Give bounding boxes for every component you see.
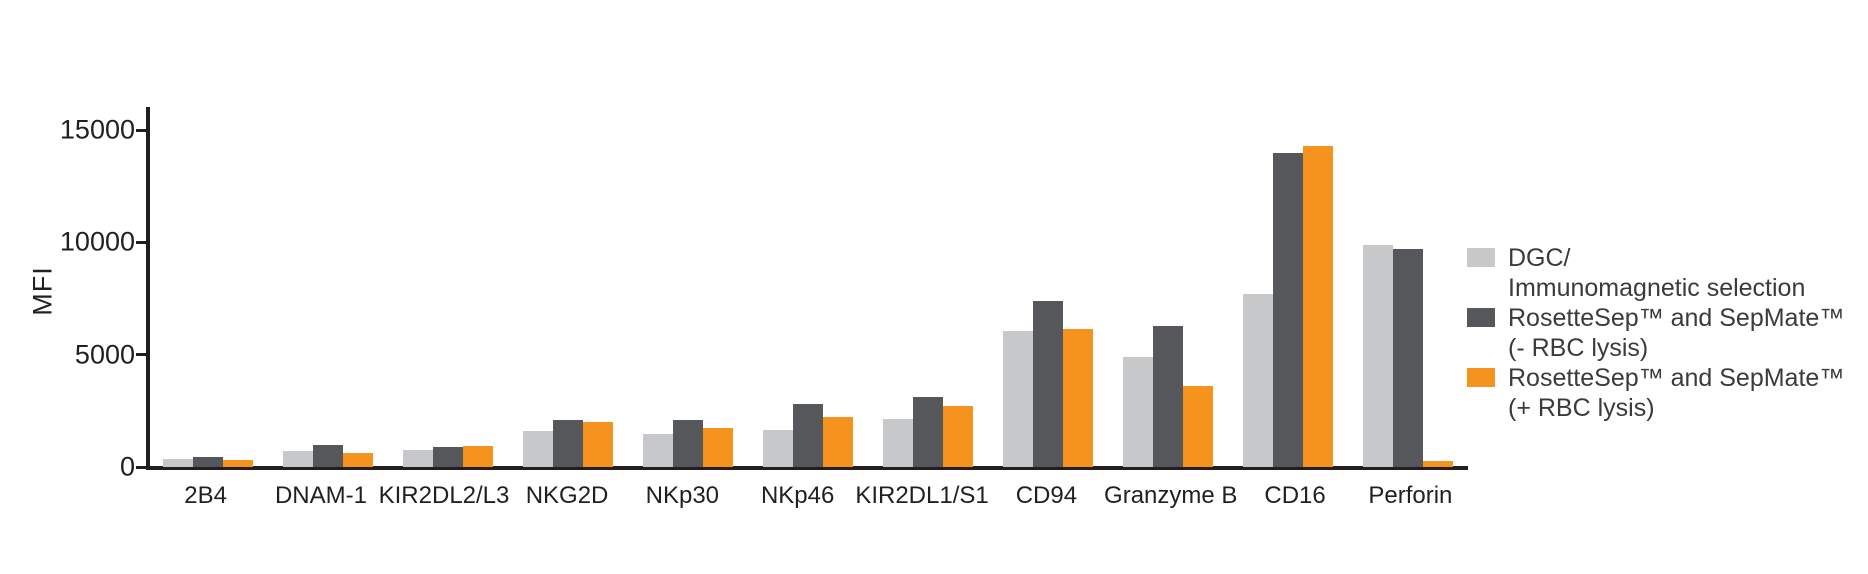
bar-series3-kir2dl2-l3 bbox=[463, 445, 493, 467]
legend-label: RosetteSep™ and SepMate™ (- RBC lysis) bbox=[1508, 303, 1844, 363]
bar-series2-nkp30 bbox=[673, 419, 703, 467]
bar-series1-kir2dl1-s1 bbox=[883, 418, 913, 467]
bar-series3-nkp30 bbox=[703, 427, 733, 467]
y-tick-mark bbox=[136, 128, 147, 132]
y-axis-title: MFI bbox=[27, 266, 58, 316]
bar-series2-cd94 bbox=[1033, 301, 1063, 467]
legend-label: DGC/Immunomagnetic selection bbox=[1508, 243, 1805, 303]
y-tick-label: 5000 bbox=[74, 339, 135, 370]
bar-series3-nkg2d bbox=[583, 422, 613, 467]
bar-series3-granzyme-b bbox=[1183, 386, 1213, 467]
category-label: CD94 bbox=[1015, 482, 1078, 509]
legend-entry: DGC/Immunomagnetic selection bbox=[1467, 243, 1844, 303]
bar-series1-cd16 bbox=[1243, 294, 1273, 467]
bar-group-cd94 bbox=[988, 108, 1108, 467]
legend-label-line: (+ RBC lysis) bbox=[1508, 394, 1655, 422]
y-tick-label: 0 bbox=[119, 451, 135, 482]
legend: DGC/Immunomagnetic selection RosetteSep™ … bbox=[1467, 243, 1844, 423]
category-label: 2B4 bbox=[184, 482, 227, 509]
category-label: NKp46 bbox=[760, 482, 835, 509]
x-axis-line bbox=[146, 466, 1468, 470]
legend-swatch-icon bbox=[1467, 248, 1495, 267]
legend-label-line: RosetteSep™ and SepMate™ bbox=[1508, 364, 1845, 392]
bar-series1-nkg2d bbox=[523, 431, 553, 467]
legend-label-line: (- RBC lysis) bbox=[1508, 334, 1649, 362]
legend-label: RosetteSep™ and SepMate™ (+ RBC lysis) bbox=[1508, 363, 1844, 423]
bar-series3-cd16 bbox=[1303, 146, 1333, 467]
bar-group-nkp30 bbox=[628, 108, 748, 467]
legend-entry: RosetteSep™ and SepMate™ (- RBC lysis) bbox=[1467, 303, 1844, 363]
bar-series1-nkp30 bbox=[643, 434, 673, 467]
bar-series3-cd94 bbox=[1063, 329, 1093, 467]
plot-area bbox=[148, 108, 1468, 467]
bar-series1-perforin bbox=[1363, 245, 1393, 467]
y-tick-label: 10000 bbox=[59, 226, 135, 257]
legend-entry: RosetteSep™ and SepMate™ (+ RBC lysis) bbox=[1467, 363, 1844, 423]
y-tick-mark bbox=[136, 465, 147, 469]
legend-label-line: DGC/ bbox=[1508, 244, 1571, 272]
legend-label-line: Immunomagnetic selection bbox=[1508, 274, 1806, 302]
category-label: NKp30 bbox=[645, 482, 720, 509]
bar-series3-nkp46 bbox=[823, 416, 853, 467]
bar-group-nkg2d bbox=[508, 108, 628, 467]
bar-series2-kir2dl2-l3 bbox=[433, 447, 463, 467]
bar-group-cd16 bbox=[1228, 108, 1348, 467]
bar-group-kir2dl1-s1 bbox=[868, 108, 988, 467]
y-tick-mark bbox=[136, 353, 147, 357]
category-label: CD16 bbox=[1264, 482, 1326, 509]
legend-label-line: RosetteSep™ and SepMate™ bbox=[1508, 304, 1845, 332]
bar-series2-nkg2d bbox=[553, 419, 583, 467]
legend-swatch-icon bbox=[1467, 368, 1495, 387]
bar-series2-dnam-1 bbox=[313, 445, 343, 467]
y-tick-label: 15000 bbox=[59, 114, 135, 145]
bar-group-dnam-1 bbox=[268, 108, 388, 467]
category-label: KIR2DL1/S1 bbox=[855, 482, 989, 509]
bar-series2-granzyme-b bbox=[1153, 326, 1183, 467]
y-axis-line bbox=[146, 107, 150, 470]
bar-group-granzyme-b bbox=[1108, 108, 1228, 467]
bar-series3-kir2dl1-s1 bbox=[943, 405, 973, 467]
bar-series2-nkp46 bbox=[793, 404, 823, 467]
category-label: Granzyme B bbox=[1104, 482, 1238, 509]
x-axis-category-labels: 2B4 DNAM-1 KIR2DL2/L3 NKG2D NKp30 NKp46 KIR2DL… bbox=[148, 482, 1468, 510]
category-label: DNAM-1 bbox=[274, 482, 367, 509]
category-label: Perforin bbox=[1368, 482, 1453, 509]
legend-swatch-icon bbox=[1467, 308, 1495, 327]
bar-series2-perforin bbox=[1393, 249, 1423, 467]
category-label: KIR2DL2/L3 bbox=[378, 482, 510, 509]
bar-series1-dnam-1 bbox=[283, 451, 313, 467]
category-label: NKG2D bbox=[525, 482, 609, 509]
bar-series1-2b4 bbox=[163, 458, 193, 467]
bar-series2-2b4 bbox=[193, 456, 223, 467]
y-tick-mark bbox=[136, 240, 147, 244]
bar-series2-kir2dl1-s1 bbox=[913, 396, 943, 467]
bar-series2-cd16 bbox=[1273, 152, 1303, 467]
bar-series3-perforin bbox=[1423, 460, 1453, 467]
bar-series1-nkp46 bbox=[763, 429, 793, 467]
bar-series1-granzyme-b bbox=[1123, 357, 1153, 467]
bar-series1-kir2dl2-l3 bbox=[403, 449, 433, 467]
bar-group-nkp46 bbox=[748, 108, 868, 467]
bar-group-kir2dl2-l3 bbox=[388, 108, 508, 467]
bar-group-perforin bbox=[1348, 108, 1468, 467]
bar-series1-cd94 bbox=[1003, 331, 1033, 467]
bar-series3-dnam-1 bbox=[343, 453, 373, 467]
bar-group-2b4 bbox=[148, 108, 268, 467]
bar-series3-2b4 bbox=[223, 460, 253, 467]
